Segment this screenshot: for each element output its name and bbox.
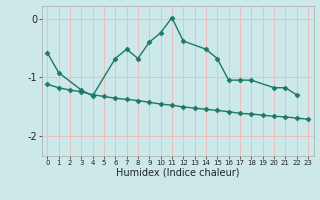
X-axis label: Humidex (Indice chaleur): Humidex (Indice chaleur) [116, 168, 239, 178]
